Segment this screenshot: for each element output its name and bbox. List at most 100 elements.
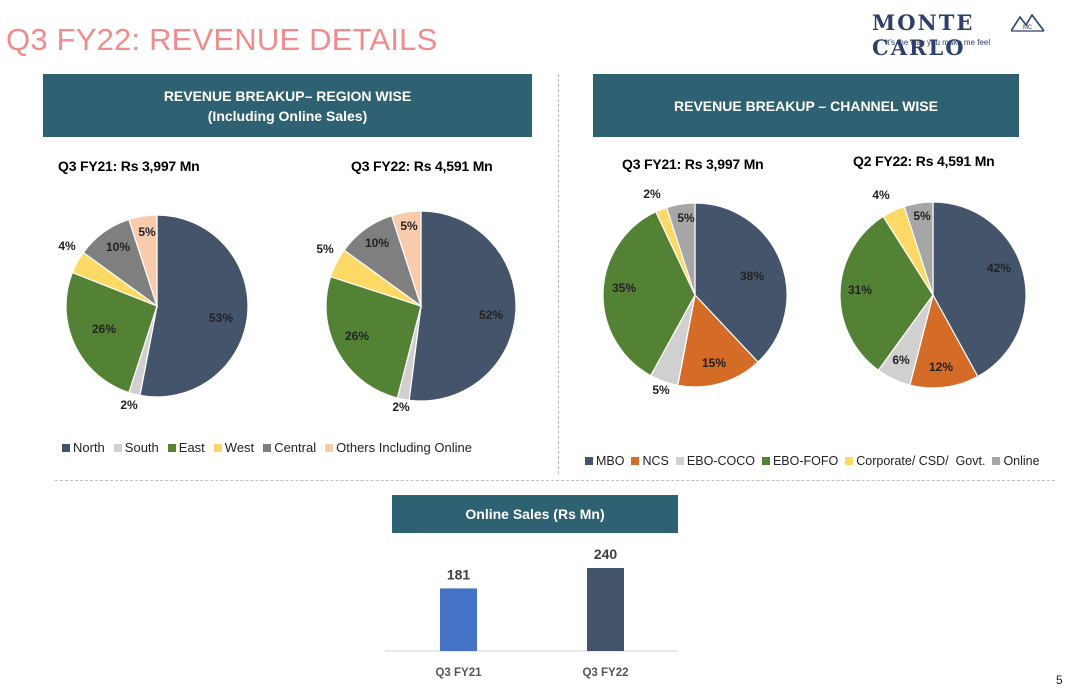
bar-category-q3-fy21: Q3 FY21 [435, 667, 482, 679]
channel-fy22-slice-mbo [932, 201, 1027, 378]
region-legend-label: North [73, 440, 105, 455]
region-fy22-label-east: 26% [345, 329, 369, 343]
channel-fy21-label-ncs: 15% [702, 356, 726, 370]
channel-fy21-label-mbo: 38% [740, 269, 764, 283]
channel-legend-label: Corporate/ CSD/ Govt. [856, 454, 986, 468]
bar-q3-fy22 [587, 568, 624, 651]
region-fy22-label-central: 10% [365, 236, 389, 250]
channel-fy21-pie [602, 202, 788, 388]
region-legend-swatch [62, 443, 70, 452]
region-fy22-label-south: 2% [392, 400, 410, 414]
region-legend-label: Others Including Online [336, 440, 472, 455]
region-fy22-title: Q3 FY22: Rs 4,591 Mn [351, 158, 493, 174]
channel-legend-swatch [631, 457, 640, 465]
region-fy22-slice-east [325, 275, 422, 399]
region-fy21-pie [65, 214, 249, 398]
bar-value-q3-fy21: 181 [447, 566, 471, 582]
channel-fy21-label-ebo-fofo: 35% [612, 281, 636, 295]
channel-fy22-slice-ebo-fofo [839, 215, 934, 372]
region-fy22-label-west: 5% [316, 242, 334, 256]
channel-fy21-slice-online [665, 202, 696, 296]
channel-fy22-slice-online [903, 201, 934, 296]
page-number: 5 [1056, 673, 1063, 687]
channel-fy22-label-ebo-fofo: 31% [848, 283, 872, 297]
region-legend-swatch [325, 443, 334, 452]
channel-fy22-pie [839, 201, 1027, 389]
logo-tagline: It's the way you make me feel [885, 38, 991, 47]
region-fy21-label-east: 26% [92, 322, 116, 336]
region-legend-label: East [178, 440, 205, 455]
channel-legend-online: Online [992, 454, 1040, 468]
horizontal-divider [55, 480, 1055, 481]
region-banner: REVENUE BREAKUP– REGION WISE (Including … [43, 74, 532, 137]
channel-fy21-label-online: 5% [677, 211, 695, 225]
channel-fy21-label-corporate-csd-govt: 2% [643, 187, 661, 201]
region-legend-central: Central [263, 440, 316, 455]
channel-fy22-label-ebo-coco: 6% [892, 353, 910, 367]
channel-fy21-title: Q3 FY21: Rs 3,997 Mn [622, 156, 764, 172]
region-legend-west: West [213, 440, 255, 455]
region-legend-label: South [124, 440, 159, 455]
channel-fy22-slice-ncs [909, 293, 979, 389]
online-banner: Online Sales (Rs Mn) [392, 495, 678, 533]
bar-value-q3-fy22: 240 [594, 546, 618, 562]
channel-fy22-label-mbo: 42% [987, 261, 1011, 275]
channel-fy21-label-ebo-coco: 5% [652, 383, 670, 397]
channel-legend-label: EBO-FOFO [772, 454, 839, 468]
channel-fy21-slice-mbo [694, 202, 788, 363]
page-title: Q3 FY22: REVENUE DETAILS [6, 22, 438, 57]
bar-category-q3-fy22: Q3 FY22 [582, 667, 628, 679]
region-legend-swatch [263, 443, 272, 452]
channel-fy21-slice-ncs [677, 293, 759, 388]
channel-fy22-label-online: 5% [913, 209, 931, 223]
channel-legend-corporate-csd-govt: Corporate/ CSD/ Govt. [845, 454, 985, 468]
logo-mark-icon: MC [1011, 14, 1045, 32]
region-legend-swatch [167, 443, 176, 452]
region-fy21-label-central: 10% [106, 240, 130, 254]
channel-legend-label: NCS [642, 454, 669, 468]
brand-logo: MONTE CARLO MC It's the way you make me … [872, 10, 1052, 60]
channel-legend: MBO NCS EBO-COCO EBO-FOFO Corporate/ CSD/ Go… [585, 454, 1040, 468]
region-legend-label: Central [274, 440, 317, 455]
channel-fy22-label-corporate-csd-govt: 4% [872, 188, 890, 202]
region-legend-north: North [62, 440, 105, 455]
channel-fy22-title: Q2 FY22: Rs 4,591 Mn [853, 153, 995, 169]
region-fy22-pie [325, 210, 517, 402]
channel-legend-swatch [585, 457, 593, 465]
region-legend-others-including-online: Others Including Online [325, 440, 472, 455]
channel-legend-label: Online [1003, 454, 1040, 468]
vertical-divider [558, 74, 559, 474]
region-legend-swatch [213, 443, 222, 452]
region-banner-line1: REVENUE BREAKUP– REGION WISE [163, 87, 412, 104]
region-banner-line2: (Including Online Sales) [207, 107, 368, 124]
channel-legend-ebo-fofo: EBO-FOFO [761, 454, 839, 468]
logo-name: MONTE CARLO [872, 10, 975, 60]
channel-legend-swatch [761, 457, 770, 465]
channel-legend-label: MBO [596, 454, 625, 468]
region-legend-swatch [113, 443, 122, 452]
channel-legend-label: EBO-COCO [686, 454, 755, 468]
region-fy21-label-others-including-online: 5% [138, 225, 156, 239]
region-legend-label: West [224, 440, 255, 455]
channel-banner: REVENUE BREAKUP – CHANNEL WISE [593, 74, 1019, 137]
region-legend-south: South [113, 440, 159, 455]
online-banner-label: Online Sales (Rs Mn) [465, 506, 605, 522]
region-fy21-label-south: 2% [120, 398, 138, 412]
region-fy21-label-west: 4% [58, 239, 76, 253]
region-fy22-slice-north [408, 210, 517, 402]
region-fy21-label-north: 53% [209, 311, 233, 325]
region-fy22-label-north: 52% [479, 308, 503, 322]
region-fy21-slice-north [139, 214, 249, 398]
channel-legend-mbo: MBO [585, 454, 624, 468]
channel-legend-swatch [845, 457, 854, 465]
region-fy22-slice-others-including-online [390, 210, 422, 307]
region-fy22-label-others-including-online: 5% [400, 219, 418, 233]
region-legend-east: East [167, 440, 205, 455]
region-fy21-slice-east [65, 271, 158, 394]
region-fy21-slice-others-including-online [128, 214, 158, 307]
channel-legend-ebo-coco: EBO-COCO [675, 454, 755, 468]
channel-fy22-label-ncs: 12% [929, 360, 953, 374]
channel-legend-swatch [675, 457, 684, 465]
